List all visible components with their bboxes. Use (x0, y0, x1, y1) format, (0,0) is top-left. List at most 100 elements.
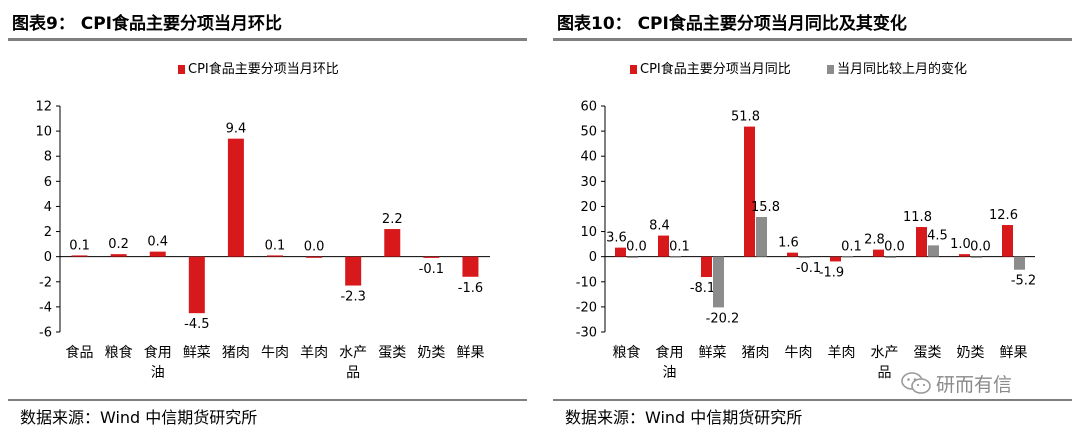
y-tick-label: 50 (580, 125, 597, 140)
y-tick-label: 8 (44, 150, 52, 165)
bar (149, 251, 166, 257)
y-tick-label: 30 (580, 175, 597, 190)
bar (799, 256, 810, 258)
bar (227, 138, 244, 257)
left-chart-panel: 图表9： CPI食品主要分项当月环比 CPI食品主要分项当月环比 -6 -4 -2 0 2… (0, 0, 535, 431)
data-label: 0.1 (669, 239, 690, 254)
bar (1002, 225, 1013, 257)
data-label: 11.8 (903, 210, 932, 225)
data-label: 0.2 (108, 237, 129, 252)
bar (713, 256, 724, 308)
y-tick-label: 10 (35, 125, 52, 140)
y-tick-label: 10 (580, 225, 597, 240)
y-tick-label: 40 (580, 150, 597, 165)
title-rule (8, 38, 527, 41)
chart-title: 图表10： CPI食品主要分项当月同比及其变化 (557, 14, 907, 34)
x-tick-label: 食品 (66, 344, 94, 361)
y-tick-label: -30 (576, 326, 597, 341)
y-tick-label: 60 (580, 100, 597, 115)
y-tick-label: 6 (44, 175, 52, 190)
y-tick-label: 0 (589, 250, 597, 265)
data-label: -8.1 (690, 281, 715, 296)
legend-label: CPI食品主要分项当月环比 (188, 61, 339, 77)
x-tick-label: 羊肉 (300, 345, 328, 361)
data-label: 0.0 (304, 240, 325, 255)
data-label: 0.1 (265, 238, 286, 253)
data-label: 0.4 (147, 235, 168, 250)
source-note: 数据来源：Wind 中信期货研究所 (565, 408, 803, 427)
data-label: 0.0 (626, 240, 647, 255)
y-tick-label: 4 (44, 200, 52, 215)
data-label: 0.0 (884, 240, 905, 255)
data-label: 9.4 (226, 122, 247, 137)
data-label: 0.0 (970, 240, 991, 255)
wechat-icon (901, 372, 931, 394)
bar (756, 216, 767, 257)
bar (670, 256, 681, 258)
x-tick-label: 食用 (144, 344, 172, 361)
data-label: 2.8 (864, 233, 885, 248)
data-label: 51.8 (731, 110, 760, 125)
bar (885, 256, 896, 258)
y-tick-label: -10 (576, 275, 597, 290)
watermark-text: 研而有信 (936, 373, 1013, 396)
x-tick-label: 蛋类 (914, 345, 942, 361)
data-label: 3.6 (606, 231, 627, 246)
data-label: 1.6 (778, 236, 799, 251)
bar (744, 126, 755, 257)
bar (462, 256, 479, 277)
data-label: -2.3 (340, 290, 365, 305)
data-label: -1.9 (819, 265, 844, 280)
x-tick-label: 品 (878, 365, 892, 381)
x-tick-label: 油 (151, 365, 165, 381)
x-tick-label: 猪肉 (742, 345, 770, 361)
data-label: 0.1 (69, 238, 90, 253)
bar (873, 249, 884, 257)
legend-label: CPI食品主要分项当月同比 (640, 61, 791, 77)
source-rule (8, 399, 527, 401)
title-rule (553, 38, 1072, 41)
data-label: 0.1 (841, 239, 862, 254)
x-tick-label: 品 (346, 365, 360, 381)
data-label: -0.1 (796, 261, 821, 276)
data-label: -5.2 (1011, 274, 1036, 289)
x-tick-label: 水产 (339, 345, 367, 361)
bar (615, 247, 626, 257)
data-label: 15.8 (751, 200, 780, 215)
legend-label: 当月同比较上月的变化 (837, 61, 967, 77)
bar (842, 256, 853, 258)
chart-title: 图表9： CPI食品主要分项当月环比 (12, 14, 283, 34)
watermark: 研而有信 (900, 370, 1012, 396)
legend-swatch (630, 65, 637, 74)
x-tick-label: 牛肉 (785, 345, 813, 361)
source-rule (553, 399, 1072, 401)
bar (345, 256, 362, 286)
y-tick-label: 0 (44, 250, 52, 265)
bar (928, 245, 939, 257)
data-label: 12.6 (989, 208, 1018, 223)
x-tick-label: 食用 (656, 344, 684, 361)
bar (959, 254, 970, 257)
data-label: 2.2 (382, 212, 403, 227)
bar (627, 256, 638, 258)
data-label: -4.5 (184, 317, 209, 332)
data-label: 8.4 (649, 219, 670, 234)
x-tick-label: 牛肉 (261, 345, 289, 361)
x-tick-label: 水产 (871, 345, 899, 361)
bar (1014, 256, 1025, 270)
y-tick-label: 20 (580, 200, 597, 215)
bar (71, 255, 88, 257)
x-tick-label: 鲜菜 (699, 345, 727, 361)
bar (267, 255, 283, 257)
x-tick-label: 猪肉 (222, 345, 250, 361)
x-tick-label: 奶类 (957, 345, 985, 361)
bar (916, 227, 927, 257)
x-tick-label: 羊肉 (828, 345, 856, 361)
bar (830, 256, 841, 262)
data-label: -20.2 (706, 311, 740, 326)
x-tick-label: 奶类 (417, 345, 445, 361)
bar (423, 256, 440, 258)
y-tick-label: 12 (35, 100, 52, 115)
x-tick-label: 粮食 (105, 344, 133, 361)
x-tick-label: 鲜果 (1000, 345, 1028, 361)
